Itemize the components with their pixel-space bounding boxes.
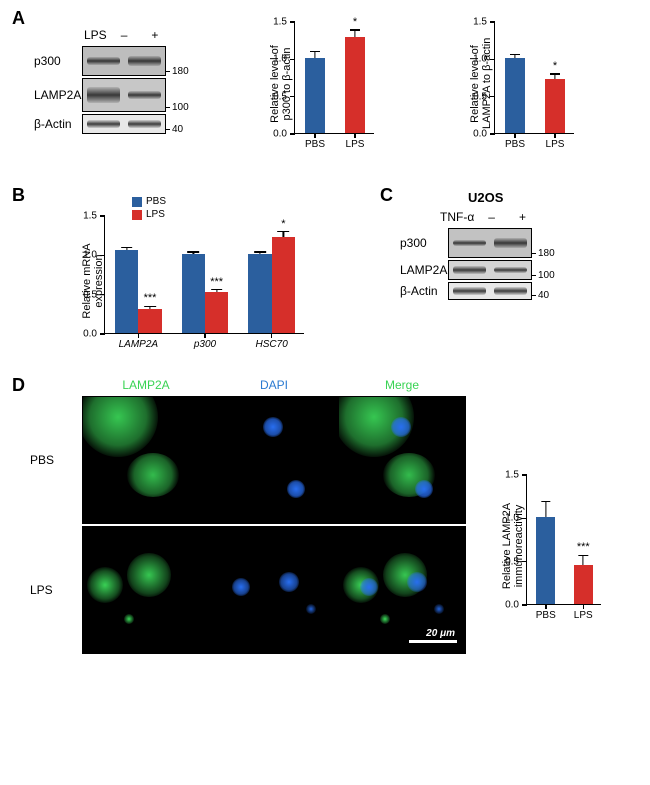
blot-row-label: p300 [400,236,448,250]
panel-c-title: U2OS [468,190,503,205]
mw-label: 100 [172,102,189,113]
significance-marker: *** [144,292,157,304]
fluorescence-image [210,396,338,524]
significance-marker: * [353,16,357,28]
bar [138,309,161,333]
panel-a-label: A [12,8,25,29]
x-label: p300 [194,339,216,350]
panel-c-blots: TNF-α – + p300180LAMP2A100β-Actin40 [400,210,532,302]
x-label: LPS [546,139,565,150]
lane-plus: + [151,28,158,42]
tnf-header: TNF-α [440,210,474,224]
lane-c-minus: – [488,210,495,224]
bar [545,79,565,134]
fluorescence-image [210,526,338,654]
bar [115,250,138,333]
x-label: PBS [305,139,325,150]
x-label: LPS [574,610,593,621]
blot-row-label: LAMP2A [34,88,82,102]
mw-label: 40 [538,290,549,301]
mw-label: 180 [538,248,555,259]
bar [272,237,295,333]
blot-box [82,46,166,76]
panel-b-label: B [12,185,25,206]
fluo-row-label: PBS [30,453,82,467]
bar [536,517,555,604]
fluorescence-grid: LAMP2A DAPI Merge PBS LPS 20 μm [30,378,466,654]
x-label: PBS [505,139,525,150]
bar [305,58,325,133]
lane-minus: – [121,28,128,42]
fluorescence-image [82,526,210,654]
bar [574,565,593,604]
col-merge: Merge [338,378,466,392]
y-axis-title: Relative level ofLAMP2A to β-actin [469,39,493,129]
fluorescence-image: 20 μm [338,526,466,654]
legend: PBSLPS [132,196,166,220]
blot-box [448,260,532,280]
col-dapi: DAPI [210,378,338,392]
x-label: HSC70 [256,339,288,350]
bar [505,58,525,133]
blot-box [448,228,532,258]
panel-c-label: C [380,185,393,206]
blot-row-label: p300 [34,54,82,68]
blot-box [82,114,166,134]
panel-a-blots: LPS – + p300180LAMP2A100β-Actin40 [34,28,166,136]
blot-box [82,78,166,112]
y-axis-title: Relative level ofp300 to β-actin [269,39,293,129]
bar [248,254,271,333]
col-lamp2a: LAMP2A [82,378,210,392]
panel-d-chart: 0.00.51.01.5PBS***LPSRelative LAMP2Aimmu… [490,475,608,630]
blot-header-c: TNF-α – + [440,210,532,224]
lane-c-plus: + [519,210,526,224]
scale-bar [409,640,457,643]
bar [205,292,228,333]
lps-header: LPS [84,28,107,42]
y-axis-title: Relative mRNAexpression [81,236,105,326]
x-label: LAMP2A [119,339,158,350]
significance-marker: *** [577,541,590,553]
scale-bar-text: 20 μm [426,628,455,639]
y-axis-title: Relative LAMP2Aimmunoreactivity [501,501,525,591]
mw-label: 40 [172,124,183,135]
mw-label: 180 [172,66,189,77]
bar [345,37,365,133]
blot-row-label: LAMP2A [400,263,448,277]
panel-b-chart: 0.00.51.01.5***LAMP2A***p300*HSC70Relati… [68,198,313,353]
blot-row-label: β-Actin [400,284,448,298]
panel-d-label: D [12,375,25,396]
blot-header-a: LPS – + [84,28,166,42]
significance-marker: *** [210,276,223,288]
mw-label: 100 [538,270,555,281]
fluorescence-image [338,396,466,524]
fluorescence-image [82,396,210,524]
fluo-row-label: LPS [30,583,82,597]
x-label: PBS [536,610,556,621]
significance-marker: * [553,60,557,72]
panel-a-chart-lamp2a: 0.00.51.01.5PBS*LPSRelative level ofLAMP… [458,22,583,157]
panel-a-chart-p300: 0.00.51.01.5PBS*LPSRelative level ofp300… [258,22,383,157]
blot-row-label: β-Actin [34,117,82,131]
significance-marker: * [281,218,285,230]
blot-box [448,282,532,300]
bar [182,254,205,333]
x-label: LPS [346,139,365,150]
